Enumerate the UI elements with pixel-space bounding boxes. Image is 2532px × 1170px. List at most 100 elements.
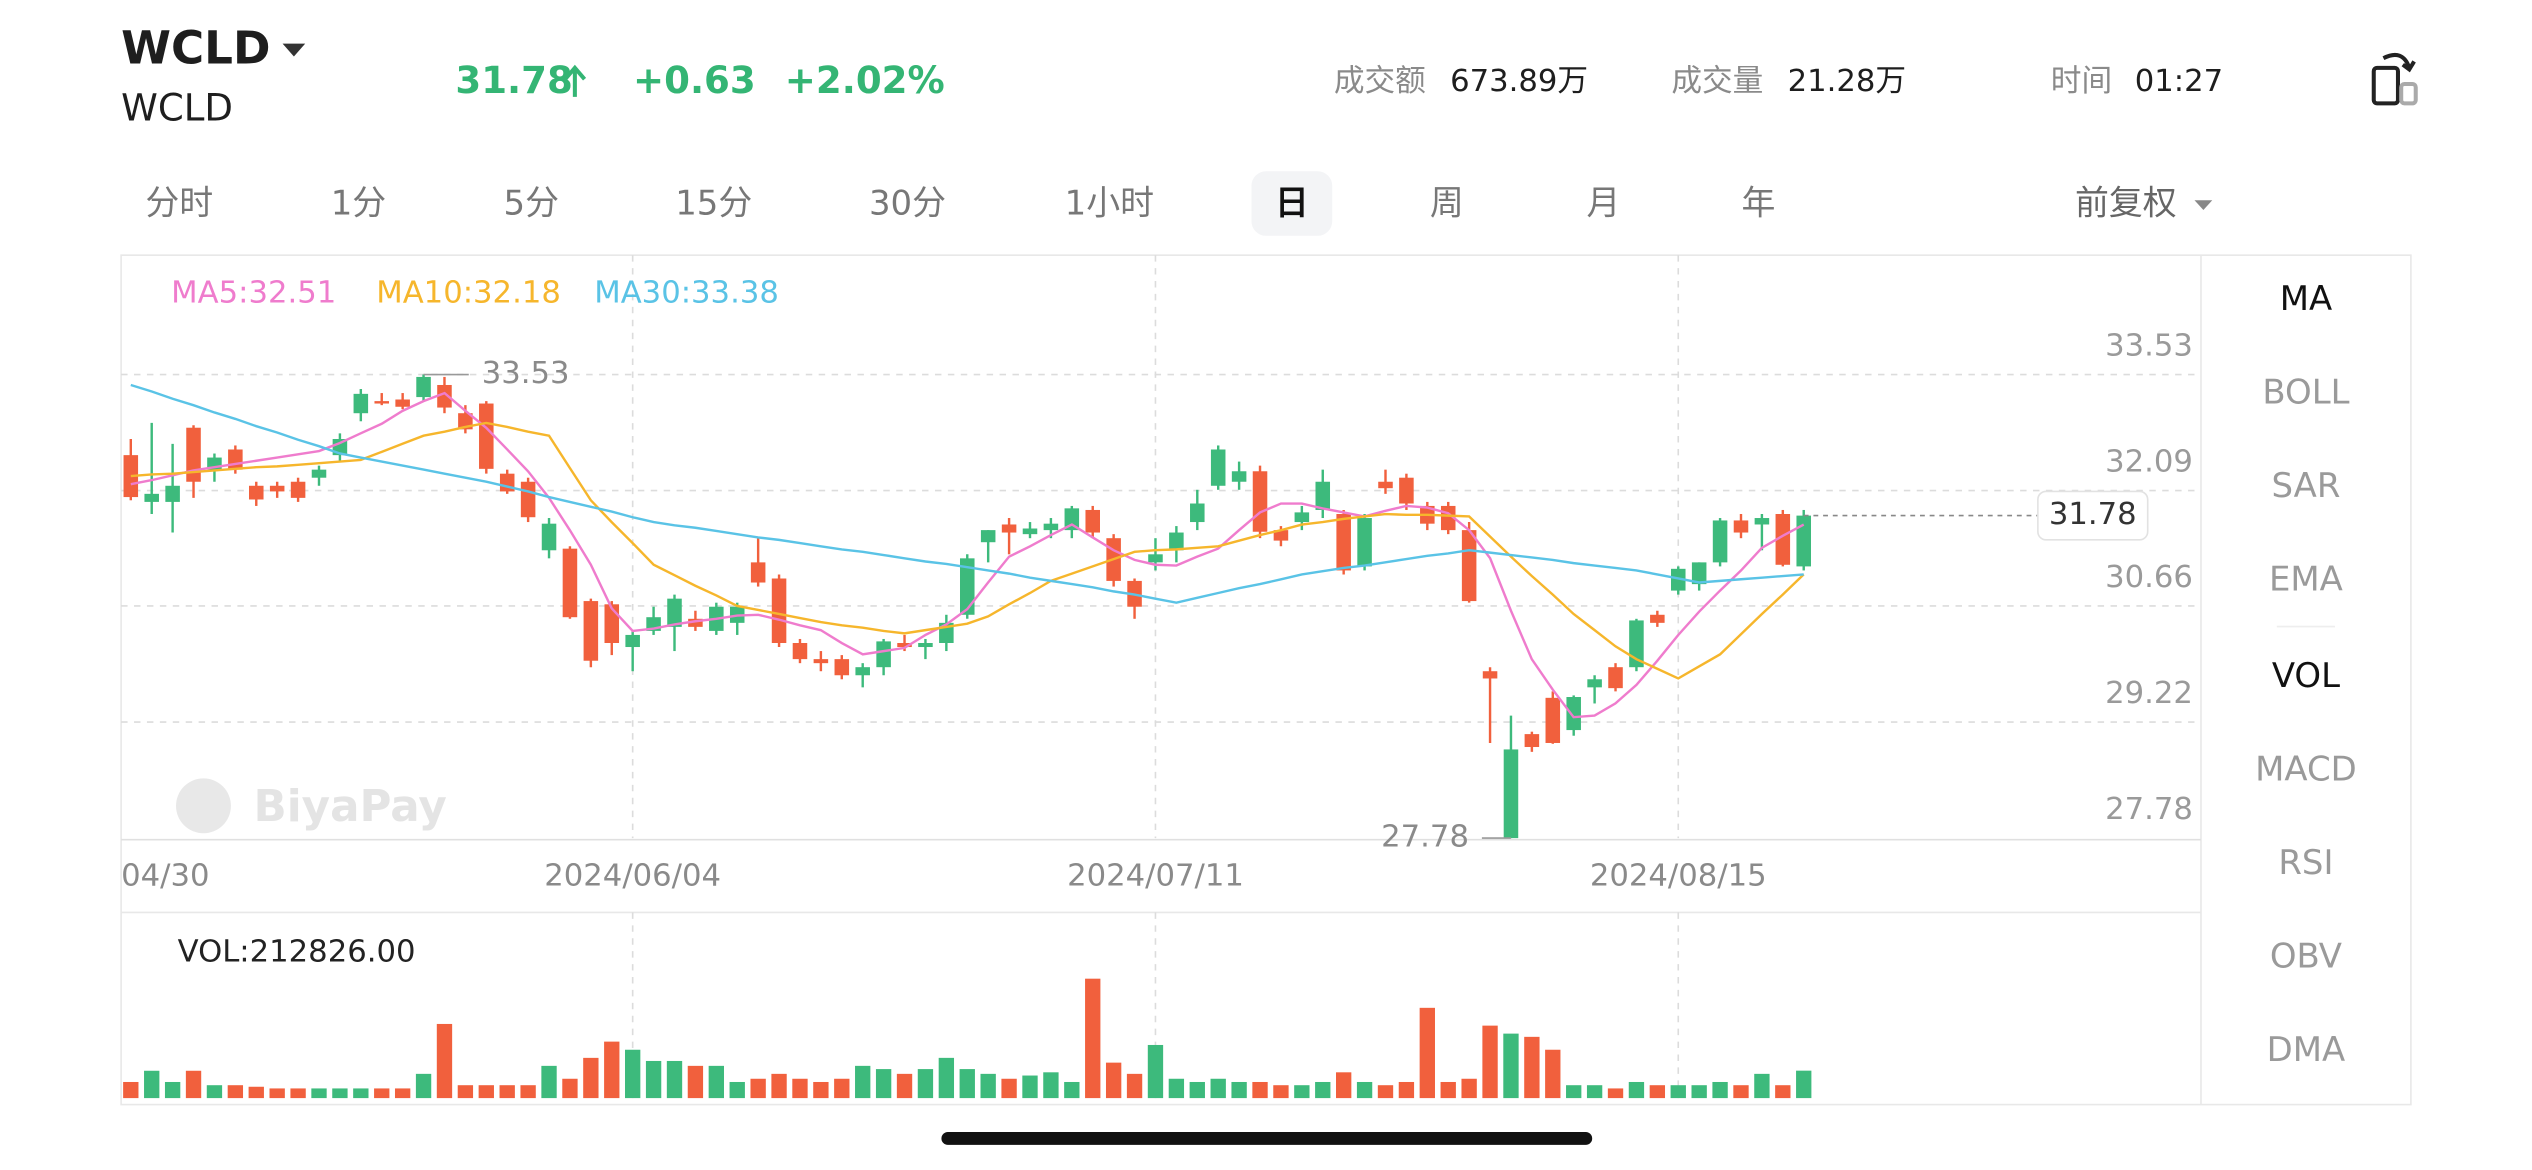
volume-bar: [374, 1088, 390, 1099]
volume-bar: [248, 1086, 264, 1099]
indicator-tab[interactable]: VOL: [2272, 656, 2340, 695]
candle-body: [750, 562, 766, 583]
indicator-tab[interactable]: SAR: [2271, 466, 2340, 505]
volume-bar: [1754, 1073, 1770, 1099]
volume-bar: [666, 1060, 683, 1099]
candle-body: [771, 578, 787, 643]
volume-bar: [917, 1069, 934, 1099]
stat-value: 01:27: [2135, 64, 2223, 99]
candle-body: [353, 393, 369, 414]
candle-body: [144, 493, 159, 502]
candle-body: [541, 523, 557, 551]
volume-bar: [1252, 1081, 1268, 1099]
candle-body: [1566, 697, 1581, 731]
chart-plot: 33.53 32.09 30.66 29.22 27.78 04/30 2024/06/04…: [121, 255, 2201, 1099]
candle-body: [918, 642, 933, 648]
volume-bar: [520, 1085, 536, 1099]
candle-body: [1796, 515, 1811, 567]
volume-bar: [1712, 1081, 1728, 1099]
volume-bar: [185, 1070, 202, 1099]
candle-body: [1252, 471, 1268, 532]
period-tab[interactable]: 月: [1587, 184, 1621, 223]
candle-body: [1608, 667, 1623, 689]
volume-bar: [1001, 1078, 1017, 1099]
indicator-tab[interactable]: RSI: [2278, 843, 2333, 882]
period-tab[interactable]: 30分: [869, 184, 946, 223]
adjust-dropdown[interactable]: [2194, 200, 2213, 210]
ma-line: [130, 421, 1805, 680]
candle-body: [1001, 524, 1017, 533]
volume-bar: [1524, 1036, 1540, 1099]
period-tab[interactable]: 日: [1275, 184, 1309, 223]
volume-bar: [959, 1069, 975, 1099]
tab-highlight: [1251, 171, 1333, 236]
period-tabs: 分时 1分 5分 15分 30分 1小时 日 周 月 年: [145, 184, 1775, 223]
volume-bar: [1231, 1081, 1247, 1099]
candle-body: [1650, 614, 1665, 623]
volume-bar: [144, 1070, 160, 1099]
candle-body: [1231, 471, 1247, 482]
candle-body: [1399, 477, 1414, 504]
period-tab[interactable]: 1小时: [1065, 184, 1154, 223]
price: 31.78: [455, 59, 572, 102]
volume-bar: [1064, 1081, 1080, 1099]
candle-body: [1043, 523, 1059, 531]
candle-body: [1733, 520, 1749, 533]
volume-bar: [164, 1081, 181, 1099]
candle-body: [123, 455, 139, 498]
volume-bar: [1691, 1085, 1707, 1099]
indicator-tab[interactable]: MACD: [2255, 750, 2357, 789]
stock-name: WCLD: [121, 86, 233, 129]
period-tab[interactable]: 分时: [145, 184, 213, 223]
stat-value: 21.28万: [1788, 64, 1906, 99]
indicator-tab[interactable]: MA: [2280, 279, 2332, 318]
candle-body: [1461, 530, 1477, 602]
candle-body: [583, 601, 599, 661]
volume-bar: [1775, 1085, 1791, 1099]
indicator-tab[interactable]: OBV: [2270, 937, 2342, 976]
volume-bar: [206, 1085, 223, 1099]
volume-bar: [1670, 1085, 1686, 1099]
candle-body: [1336, 513, 1351, 571]
last-price-box: [2037, 490, 2149, 541]
volume-bar: [290, 1088, 306, 1099]
candle-body: [959, 558, 975, 615]
candle-body: [834, 659, 850, 676]
symbol[interactable]: WCLD: [121, 22, 270, 75]
volume-bar: [541, 1065, 557, 1099]
indicator-tab[interactable]: BOLL: [2262, 372, 2349, 411]
stat-label: 成交量: [1671, 64, 1763, 99]
change-pct: +2.02%: [785, 59, 945, 102]
indicator-tab[interactable]: DMA: [2267, 1030, 2346, 1069]
period-tab[interactable]: 年: [1742, 184, 1776, 223]
x-tick-label: 2024/06/04: [544, 858, 721, 893]
symbol-dropdown[interactable]: [282, 43, 306, 57]
up-arrow: [563, 64, 587, 97]
y-tick-label: 33.53: [2105, 329, 2193, 364]
volume-bar: [834, 1078, 850, 1099]
volume-bar: [729, 1081, 745, 1099]
adjust-selector[interactable]: 前复权: [2075, 184, 2177, 223]
rotate-icon[interactable]: [2371, 52, 2418, 106]
period-tab[interactable]: 周: [1430, 184, 1464, 223]
candle-body: [792, 642, 808, 660]
volume-bar: [792, 1078, 808, 1099]
candle-body: [688, 618, 703, 627]
volume-bar: [1796, 1070, 1812, 1099]
period-tab[interactable]: 1分: [331, 184, 386, 223]
volume-bar: [1315, 1081, 1331, 1099]
period-tab[interactable]: 5分: [504, 184, 559, 223]
indicator-tab[interactable]: EMA: [2269, 559, 2343, 598]
candle-body: [1754, 518, 1770, 525]
stat-label: 成交额: [1334, 64, 1426, 99]
candle-body: [1503, 749, 1519, 839]
candle-body: [1587, 679, 1602, 688]
volume-bar: [457, 1085, 474, 1099]
candle-body: [1357, 518, 1372, 567]
period-tab[interactable]: 15分: [675, 184, 752, 223]
candle-body: [290, 481, 306, 498]
candle-body: [269, 485, 285, 492]
volume-bar: [1294, 1085, 1310, 1099]
ma-line: [130, 383, 1804, 604]
